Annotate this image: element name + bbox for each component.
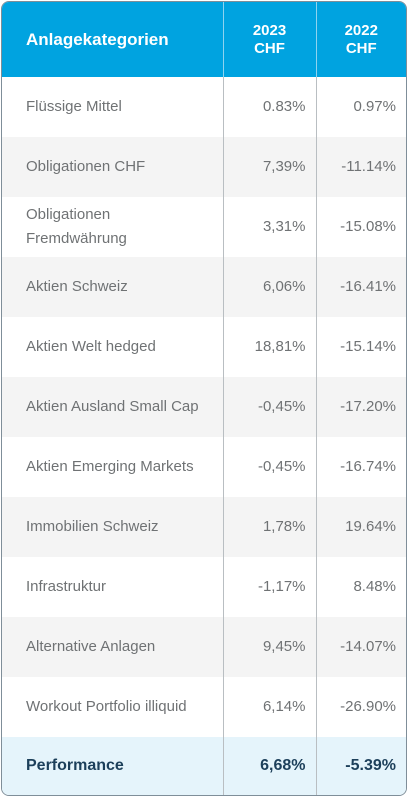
table-row: Aktien Welt hedged 18,81% -15.14% xyxy=(2,317,406,377)
row-value-2022: -15.08% xyxy=(315,197,406,257)
performance-row: Performance 6,68% -5.39% xyxy=(2,737,406,795)
row-value-2022: -14.07% xyxy=(315,617,406,677)
performance-value-2023: 6,68% xyxy=(222,737,316,795)
performance-value-2022: -5.39% xyxy=(315,737,406,795)
row-value-2023: 6,06% xyxy=(222,257,316,317)
row-value-2022: -26.90% xyxy=(315,677,406,737)
table-row: Workout Portfolio illiquid 6,14% -26.90% xyxy=(2,677,406,737)
row-category: Workout Portfolio illiquid xyxy=(26,698,187,715)
header-2022-unit: CHF xyxy=(345,39,377,57)
row-value-2022: -11.14% xyxy=(315,137,406,197)
row-category: Aktien Welt hedged xyxy=(26,338,156,355)
row-category: Immobilien Schweiz xyxy=(2,497,223,557)
row-category: Alternative Anlagen xyxy=(2,617,223,677)
row-value-2022: -17.20% xyxy=(315,377,406,437)
row-value-2023: 9,45% xyxy=(222,617,316,677)
row-category: Obligationen CHF xyxy=(2,137,223,197)
row-category: Aktien Schweiz xyxy=(2,257,223,317)
row-category: Infrastruktur xyxy=(26,578,107,595)
header-2023: 2023 CHF xyxy=(222,2,316,77)
row-value-2023: 0.83% xyxy=(222,77,316,137)
row-value-2023: 6,14% xyxy=(222,677,316,737)
table-row: Obligationen CHF 7,39% -11.14% xyxy=(2,137,406,197)
row-value-2022: -15.14% xyxy=(315,317,406,377)
row-category: Obligationen Fremdwährung xyxy=(26,206,127,247)
table-row: Immobilien Schweiz 1,78% 19.64% xyxy=(2,497,406,557)
row-value-2023: -0,45% xyxy=(222,437,316,497)
row-value-2023: 1,78% xyxy=(222,497,316,557)
row-value-2023: 18,81% xyxy=(222,317,316,377)
table-row: Obligationen Fremdwährung 3,31% -15.08% xyxy=(2,197,406,257)
row-category: Flüssige Mittel xyxy=(26,98,122,115)
performance-label: Performance xyxy=(2,737,223,795)
row-value-2022: -16.41% xyxy=(315,257,406,317)
table-row: Infrastruktur -1,17% 8.48% xyxy=(2,557,406,617)
header-row: Anlagekategorien 2023 CHF 2022 CHF xyxy=(2,2,406,77)
header-2023-year: 2023 xyxy=(252,21,287,39)
header-2022-year: 2022 xyxy=(344,21,378,39)
row-value-2023: 3,31% xyxy=(222,197,316,257)
table-row: Aktien Emerging Markets -0,45% -16.74% xyxy=(2,437,406,497)
row-value-2022: 8.48% xyxy=(315,557,406,617)
table-row: Alternative Anlagen 9,45% -14.07% xyxy=(2,617,406,677)
row-category: Aktien Emerging Markets xyxy=(26,458,194,475)
header-2023-unit: CHF xyxy=(254,39,285,57)
row-category: Aktien Ausland Small Cap xyxy=(2,377,223,437)
table-header: Anlagekategorien 2023 CHF 2022 CHF xyxy=(2,2,406,77)
row-value-2023: 7,39% xyxy=(222,137,316,197)
table-row: Aktien Ausland Small Cap -0,45% -17.20% xyxy=(2,377,406,437)
row-value-2023: -0,45% xyxy=(222,377,316,437)
header-category: Anlagekategorien xyxy=(2,2,223,77)
table-body: Flüssige Mittel 0.83% 0.97% Obligationen… xyxy=(2,77,406,795)
row-value-2022: 19.64% xyxy=(315,497,406,557)
row-value-2022: 0.97% xyxy=(315,77,406,137)
header-2022: 2022 CHF xyxy=(315,2,406,77)
table-row: Aktien Schweiz 6,06% -16.41% xyxy=(2,257,406,317)
row-value-2023: -1,17% xyxy=(222,557,316,617)
table-row: Flüssige Mittel 0.83% 0.97% xyxy=(2,77,406,137)
row-value-2022: -16.74% xyxy=(315,437,406,497)
